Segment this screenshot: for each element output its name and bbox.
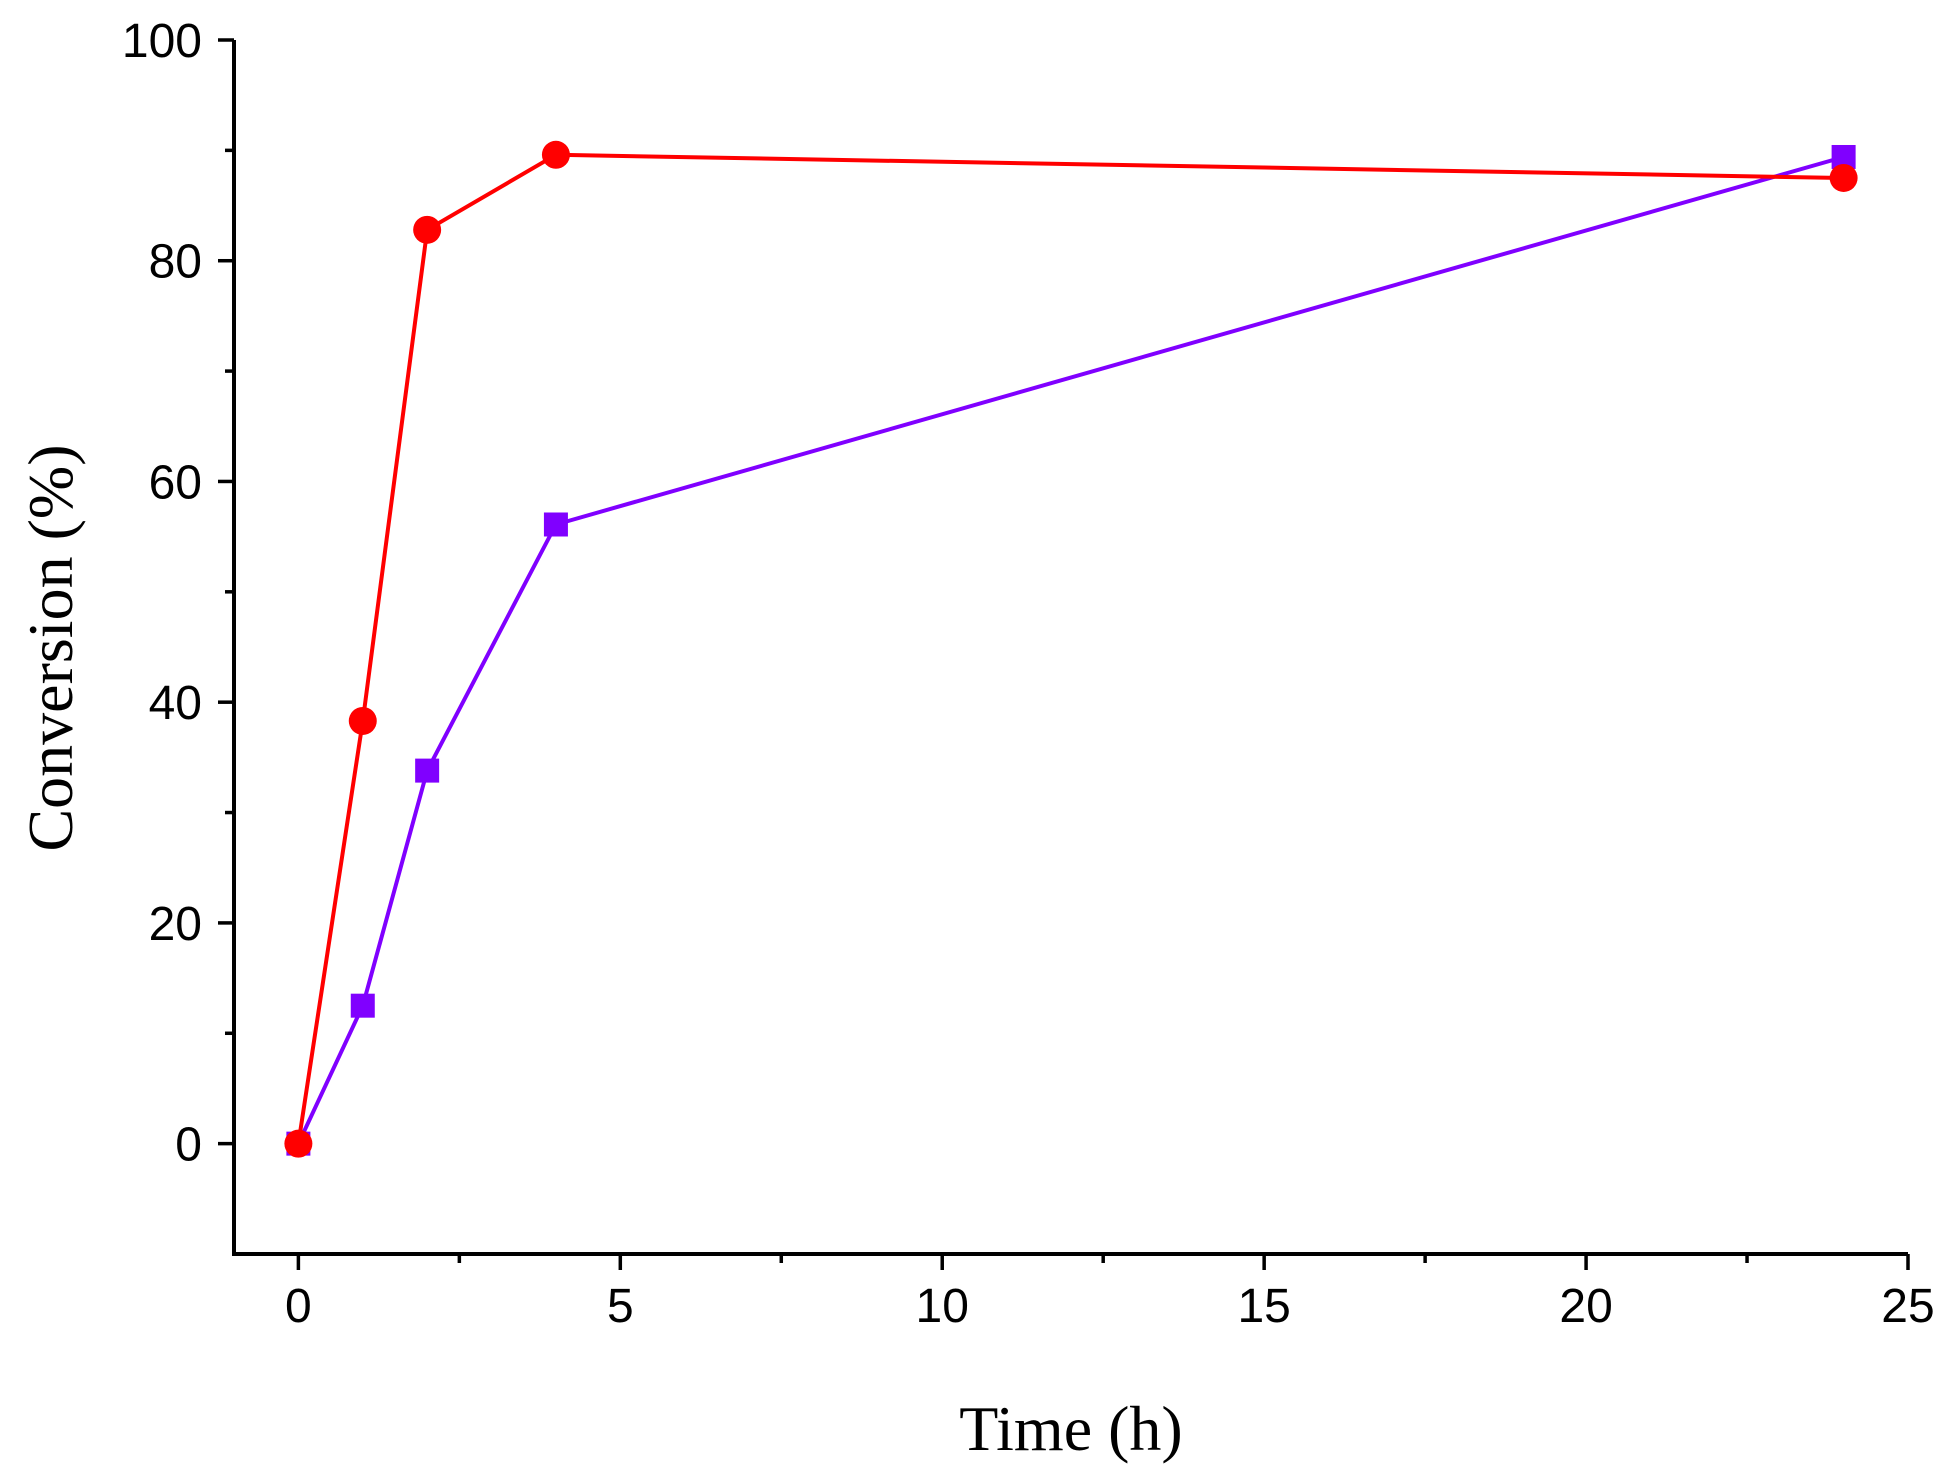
x-axis-title: Time (h) — [959, 1393, 1182, 1464]
x-tick-label: 25 — [1881, 1280, 1934, 1333]
red-series-line — [296, 152, 1844, 1144]
data-point-square — [543, 512, 568, 537]
x-tick-label: 15 — [1237, 1280, 1290, 1333]
data-point-square — [415, 758, 440, 783]
data-point-circle — [348, 706, 377, 735]
x-tick-label: 5 — [607, 1280, 634, 1333]
x-tick-label: 20 — [1559, 1280, 1612, 1333]
data-point-square — [350, 993, 375, 1018]
series-2 — [284, 140, 1858, 1158]
ticks: 0 5 10 15 20 25 0 20 40 60 80 100 — [122, 15, 1935, 1333]
x-tick-label: 0 — [285, 1280, 312, 1333]
y-tick-label: 100 — [122, 15, 202, 68]
purple-series-line — [296, 155, 1845, 1145]
data-point-circle — [413, 215, 442, 244]
data-point-circle — [541, 140, 570, 169]
y-axis-title: Conversion (%) — [15, 444, 86, 851]
x-tick-label: 10 — [916, 1280, 969, 1333]
data-point-circle — [284, 1129, 313, 1158]
y-tick-label: 60 — [149, 456, 202, 509]
y-tick-label: 40 — [149, 677, 202, 730]
y-tick-label: 0 — [175, 1119, 202, 1172]
data-point-circle — [1829, 163, 1858, 192]
y-tick-label: 80 — [149, 236, 202, 289]
y-tick-label: 20 — [149, 898, 202, 951]
series-1 — [286, 144, 1856, 1156]
axes — [232, 40, 1908, 1256]
series — [284, 140, 1858, 1158]
